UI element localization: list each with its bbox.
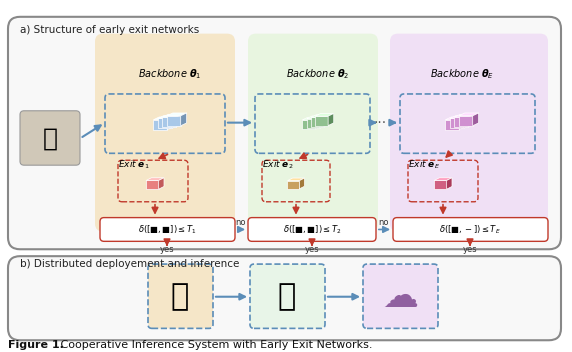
Polygon shape [320,116,325,128]
Text: ...: ... [374,112,387,126]
Polygon shape [459,113,479,116]
FancyBboxPatch shape [390,34,548,232]
Text: yes: yes [160,245,174,254]
Polygon shape [454,114,474,117]
Text: Exit $\boldsymbol{e}_E$: Exit $\boldsymbol{e}_E$ [408,158,440,171]
Polygon shape [302,117,321,120]
Polygon shape [450,115,470,119]
Polygon shape [311,115,329,118]
FancyBboxPatch shape [146,181,158,189]
Text: Backbone $\boldsymbol{\theta}_1$: Backbone $\boldsymbol{\theta}_1$ [138,67,202,81]
FancyBboxPatch shape [450,119,464,128]
FancyBboxPatch shape [311,118,324,127]
FancyBboxPatch shape [459,116,472,126]
Text: ⌚: ⌚ [171,282,189,311]
FancyBboxPatch shape [302,120,315,130]
FancyBboxPatch shape [100,218,235,241]
Polygon shape [434,178,452,181]
Text: Exit $\boldsymbol{e}_2$: Exit $\boldsymbol{e}_2$ [262,158,293,171]
Text: $\delta([\blacksquare,-]) \leq T_E$: $\delta([\blacksquare,-]) \leq T_E$ [439,223,501,236]
Polygon shape [299,178,304,189]
FancyBboxPatch shape [363,264,438,328]
FancyBboxPatch shape [250,264,325,328]
Polygon shape [315,113,333,116]
Polygon shape [146,178,164,181]
Polygon shape [472,113,479,126]
Text: ☁: ☁ [382,280,418,314]
FancyBboxPatch shape [434,181,447,189]
FancyBboxPatch shape [167,116,181,126]
Polygon shape [324,115,329,127]
Polygon shape [446,117,465,120]
FancyBboxPatch shape [148,264,213,328]
Polygon shape [288,178,304,181]
FancyBboxPatch shape [158,119,172,128]
FancyBboxPatch shape [446,120,459,130]
Polygon shape [167,117,173,130]
FancyBboxPatch shape [248,218,376,241]
FancyBboxPatch shape [162,117,176,127]
FancyBboxPatch shape [20,111,80,165]
Text: yes: yes [463,245,477,254]
Text: a) Structure of early exit networks: a) Structure of early exit networks [20,25,199,35]
Text: Backbone $\boldsymbol{\theta}_E$: Backbone $\boldsymbol{\theta}_E$ [430,67,494,81]
Text: 💻: 💻 [278,282,296,311]
Text: Exit $\boldsymbol{e}_1$: Exit $\boldsymbol{e}_1$ [118,158,150,171]
Text: Backbone $\boldsymbol{\theta}_2$: Backbone $\boldsymbol{\theta}_2$ [286,67,349,81]
FancyBboxPatch shape [8,17,561,249]
Text: yes: yes [305,245,319,254]
Text: 🐕: 🐕 [42,126,58,150]
Text: Cooperative Inference System with Early Exit Networks.: Cooperative Inference System with Early … [50,340,372,350]
FancyBboxPatch shape [315,116,328,126]
Polygon shape [315,117,321,130]
Polygon shape [167,113,186,116]
FancyBboxPatch shape [95,34,235,232]
FancyBboxPatch shape [454,117,468,127]
Text: Figure 1.: Figure 1. [8,340,64,350]
Polygon shape [181,113,186,126]
FancyBboxPatch shape [393,218,548,241]
Polygon shape [468,114,474,127]
FancyBboxPatch shape [248,34,378,232]
Polygon shape [459,117,465,130]
Polygon shape [162,114,182,117]
Text: no: no [379,218,390,226]
Polygon shape [176,114,182,127]
FancyBboxPatch shape [288,181,299,189]
Text: $\delta([\blacksquare,\blacksquare]) \leq T_2$: $\delta([\blacksquare,\blacksquare]) \le… [283,223,341,236]
Polygon shape [447,178,452,189]
Polygon shape [328,113,333,126]
FancyBboxPatch shape [8,256,561,340]
Polygon shape [464,115,470,128]
Polygon shape [307,116,325,119]
Text: no: no [236,218,247,226]
FancyBboxPatch shape [153,120,167,130]
Polygon shape [153,117,173,120]
FancyBboxPatch shape [307,119,320,128]
Text: b) Distributed deployement and inference: b) Distributed deployement and inference [20,259,239,269]
Text: $\delta([\blacksquare,\blacksquare]) \leq T_1$: $\delta([\blacksquare,\blacksquare]) \le… [138,223,196,236]
Polygon shape [158,115,178,119]
Polygon shape [158,178,164,189]
Polygon shape [172,115,178,128]
